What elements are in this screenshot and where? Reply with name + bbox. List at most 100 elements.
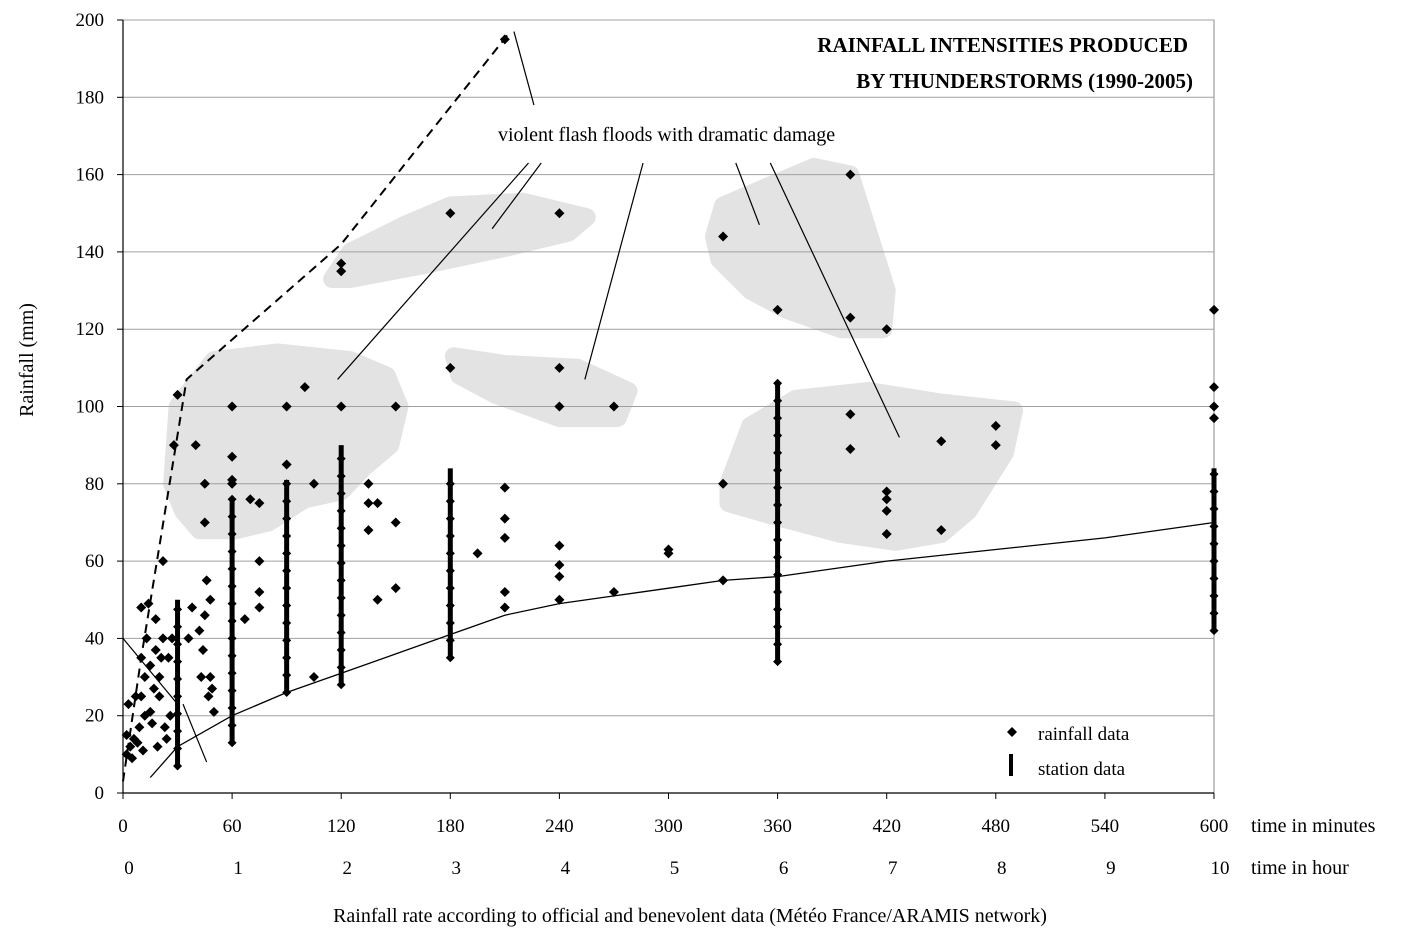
highlight-regions: [163, 157, 1023, 551]
highlight-region-3: [705, 157, 896, 339]
rainfall-data-point: [336, 266, 347, 277]
station-data-marker: [445, 514, 455, 524]
rainfall-data-point: [718, 478, 729, 489]
rainfall-data-point: [554, 540, 565, 551]
rainfall-data-point: [363, 478, 374, 489]
rainfall-data-point: [201, 575, 212, 586]
rainfall-data-point: [363, 498, 374, 509]
station-data-marker: [336, 575, 346, 585]
station-data-marker: [282, 583, 292, 593]
x-tick-label-hours-4: 4: [561, 858, 571, 879]
station-data-marker: [282, 531, 292, 541]
rainfall-data-point: [663, 548, 674, 559]
x-tick-label-hours-5: 5: [670, 858, 680, 879]
rainfall-data-point: [445, 362, 456, 373]
rainfall-data-point: [172, 389, 183, 400]
station-data-marker: [773, 657, 783, 667]
rainfall-data-point: [336, 258, 347, 269]
rainfall-data-point: [845, 312, 856, 323]
rainfall-data-point: [254, 556, 265, 567]
station-data-marker: [445, 653, 455, 663]
station-data-marker: [282, 548, 292, 558]
station-data-marker: [773, 465, 783, 475]
station-data-marker: [445, 531, 455, 541]
y-tick-label-5: 100: [76, 397, 105, 418]
x-tick-label-hours-9: 9: [1106, 858, 1116, 879]
rainfall-data-point: [499, 482, 510, 493]
x-tick-labels-minutes: 0 60 120 180 240 300 360 420 480 540 600: [118, 816, 1228, 837]
station-data-marker: [227, 738, 237, 748]
station-data-marker: [173, 744, 183, 754]
station-data-marker: [1209, 487, 1219, 497]
highlight-region-1: [323, 192, 596, 288]
rainfall-data-point: [718, 231, 729, 242]
x-unit-minutes-label: time in minutes: [1251, 815, 1376, 837]
rainfall-data-point: [254, 602, 265, 613]
legend-bar-marker: [1009, 754, 1013, 776]
station-data-marker: [282, 514, 292, 524]
station-data-marker: [445, 583, 455, 593]
rainfall-data-point: [121, 749, 132, 760]
chart-title: RAINFALL INTENSITIES PRODUCED: [817, 33, 1188, 57]
rainfall-data-point: [554, 571, 565, 582]
rainfall-data-point: [199, 478, 210, 489]
leader-line-0: [513, 31, 535, 106]
rainfall-data-point: [881, 486, 892, 497]
station-data-marker: [173, 604, 183, 614]
rainfall-data-point: [158, 556, 169, 567]
station-data-marker: [336, 610, 346, 620]
rainfall-data-point: [156, 652, 167, 663]
station-data-marker: [282, 618, 292, 628]
y-tick-label-4: 80: [85, 474, 104, 495]
station-data-marker: [336, 488, 346, 498]
station-data-marker: [773, 604, 783, 614]
rainfall-data-point: [183, 633, 194, 644]
rainfall-data-point: [227, 401, 238, 412]
rainfall-data-point: [936, 436, 947, 447]
rainfall-data-point: [299, 382, 310, 393]
station-data-bar: [447, 468, 453, 658]
station-data-marker: [1209, 504, 1219, 514]
rainfall-data-point: [198, 644, 209, 655]
x-tick-label-minutes-3: 180: [436, 816, 465, 837]
rainfall-data-point: [336, 401, 347, 412]
station-data-marker: [227, 494, 237, 504]
station-data-marker: [336, 506, 346, 516]
station-data-marker: [773, 413, 783, 423]
rainfall-data-point: [203, 691, 214, 702]
station-data-bars: [173, 378, 1219, 771]
leader-line-4: [735, 162, 760, 226]
station-data-marker: [336, 541, 346, 551]
rainfall-data-point: [363, 525, 374, 536]
x-tick-label-hours-10: 10: [1211, 858, 1230, 879]
y-tick-label-9: 180: [76, 87, 105, 108]
rainfall-data-point: [161, 733, 172, 744]
station-data-marker: [173, 674, 183, 684]
rainfall-data-point: [205, 594, 216, 605]
rainfall-data-point: [154, 672, 165, 683]
station-data-marker: [773, 570, 783, 580]
x-tick-label-hours-8: 8: [997, 858, 1007, 879]
station-data-marker: [445, 479, 455, 489]
rainfall-data-point: [207, 683, 218, 694]
station-data-marker: [336, 680, 346, 690]
rainfall-data-point: [139, 672, 150, 683]
rainfall-data-point: [205, 672, 216, 683]
rainfall-data-point: [499, 602, 510, 613]
x-tick-label-minutes-0: 0: [118, 816, 128, 837]
station-data-marker: [773, 517, 783, 527]
y-tick-label-7: 140: [76, 242, 105, 263]
station-data-marker: [1209, 626, 1219, 636]
rainfall-data-point: [936, 525, 947, 536]
x-tick-label-minutes-10: 600: [1200, 816, 1229, 837]
rainfall-data-point: [152, 741, 163, 752]
rainfall-data-point: [281, 459, 292, 470]
y-tick-label-6: 120: [76, 319, 105, 340]
rainfall-data-point: [554, 362, 565, 373]
rainfall-data-point: [554, 401, 565, 412]
station-data-marker: [773, 448, 783, 458]
station-data-marker: [173, 761, 183, 771]
station-data-marker: [773, 587, 783, 597]
station-data-marker: [282, 479, 292, 489]
rainfall-data-point: [1209, 382, 1219, 393]
